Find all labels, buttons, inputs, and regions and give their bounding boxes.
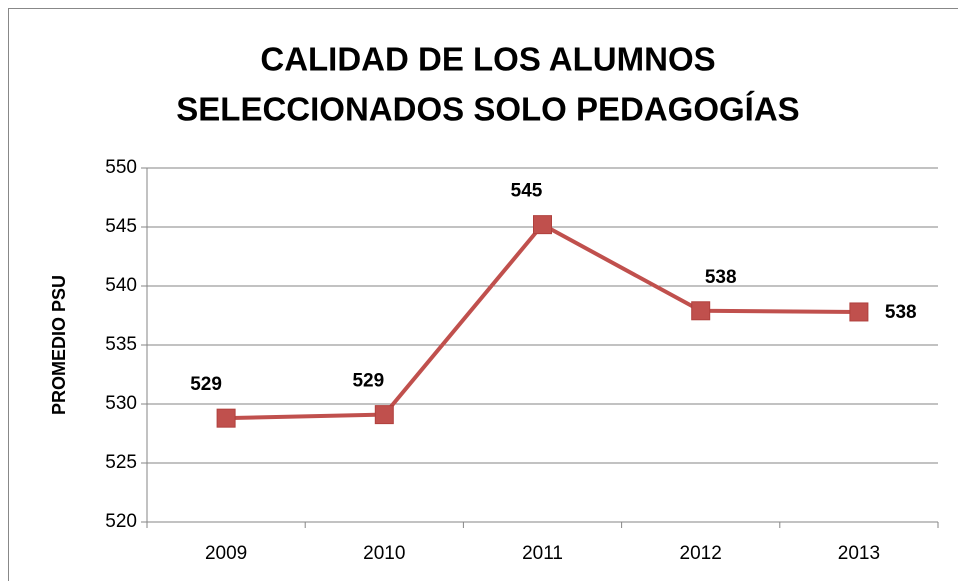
marker (533, 215, 552, 235)
x-tick-label: 2010 (363, 543, 405, 564)
y-axis-title: PROMEDIO PSU (49, 275, 69, 415)
y-tick-label: 545 (105, 216, 137, 237)
marker (849, 302, 869, 322)
data-label: 538 (705, 267, 737, 288)
data-label: 529 (190, 374, 222, 395)
data-label: 538 (885, 302, 917, 323)
data-label: 545 (511, 181, 543, 202)
y-tick-label: 550 (105, 157, 137, 178)
marker (374, 405, 394, 425)
chart-frame (8, 8, 958, 581)
y-tick-label: 530 (105, 393, 137, 414)
y-tick-label: 520 (105, 511, 137, 532)
line (226, 222, 859, 421)
data-label: 529 (352, 371, 384, 392)
x-tick-label: 2013 (838, 543, 880, 564)
marker (216, 408, 236, 428)
chart-title: SELECCIONADOS SOLO PEDAGOGÍAS (176, 91, 799, 128)
x-tick-label: 2009 (205, 543, 247, 564)
marker (691, 301, 711, 321)
y-tick-label: 525 (105, 452, 137, 473)
x-tick-label: 2011 (522, 543, 563, 564)
x-tick-label: 2012 (680, 543, 722, 564)
chart-title: CALIDAD DE LOS ALUMNOS (260, 41, 715, 78)
y-tick-label: 540 (105, 275, 137, 296)
y-tick-label: 535 (105, 334, 137, 355)
